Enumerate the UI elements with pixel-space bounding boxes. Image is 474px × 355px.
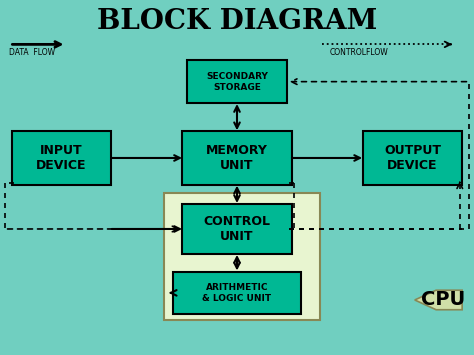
Text: CONTROLFLOW: CONTROLFLOW [329, 48, 388, 57]
FancyBboxPatch shape [182, 131, 292, 185]
Text: BLOCK DIAGRAM: BLOCK DIAGRAM [97, 8, 377, 35]
FancyBboxPatch shape [12, 131, 111, 185]
FancyBboxPatch shape [187, 60, 287, 103]
Text: CONTROL
UNIT: CONTROL UNIT [203, 215, 271, 243]
FancyBboxPatch shape [173, 272, 301, 314]
Text: INPUT
DEVICE: INPUT DEVICE [36, 144, 87, 172]
Text: ARITHMETIC
& LOGIC UNIT: ARITHMETIC & LOGIC UNIT [202, 283, 272, 303]
FancyArrow shape [415, 290, 462, 310]
Text: CPU: CPU [421, 290, 465, 310]
Text: OUTPUT
DEVICE: OUTPUT DEVICE [384, 144, 441, 172]
Text: SECONDARY
STORAGE: SECONDARY STORAGE [206, 72, 268, 92]
FancyBboxPatch shape [164, 193, 320, 320]
Text: DATA  FLOW: DATA FLOW [9, 48, 55, 57]
FancyBboxPatch shape [363, 131, 462, 185]
FancyBboxPatch shape [182, 204, 292, 254]
Text: MEMORY
UNIT: MEMORY UNIT [206, 144, 268, 172]
